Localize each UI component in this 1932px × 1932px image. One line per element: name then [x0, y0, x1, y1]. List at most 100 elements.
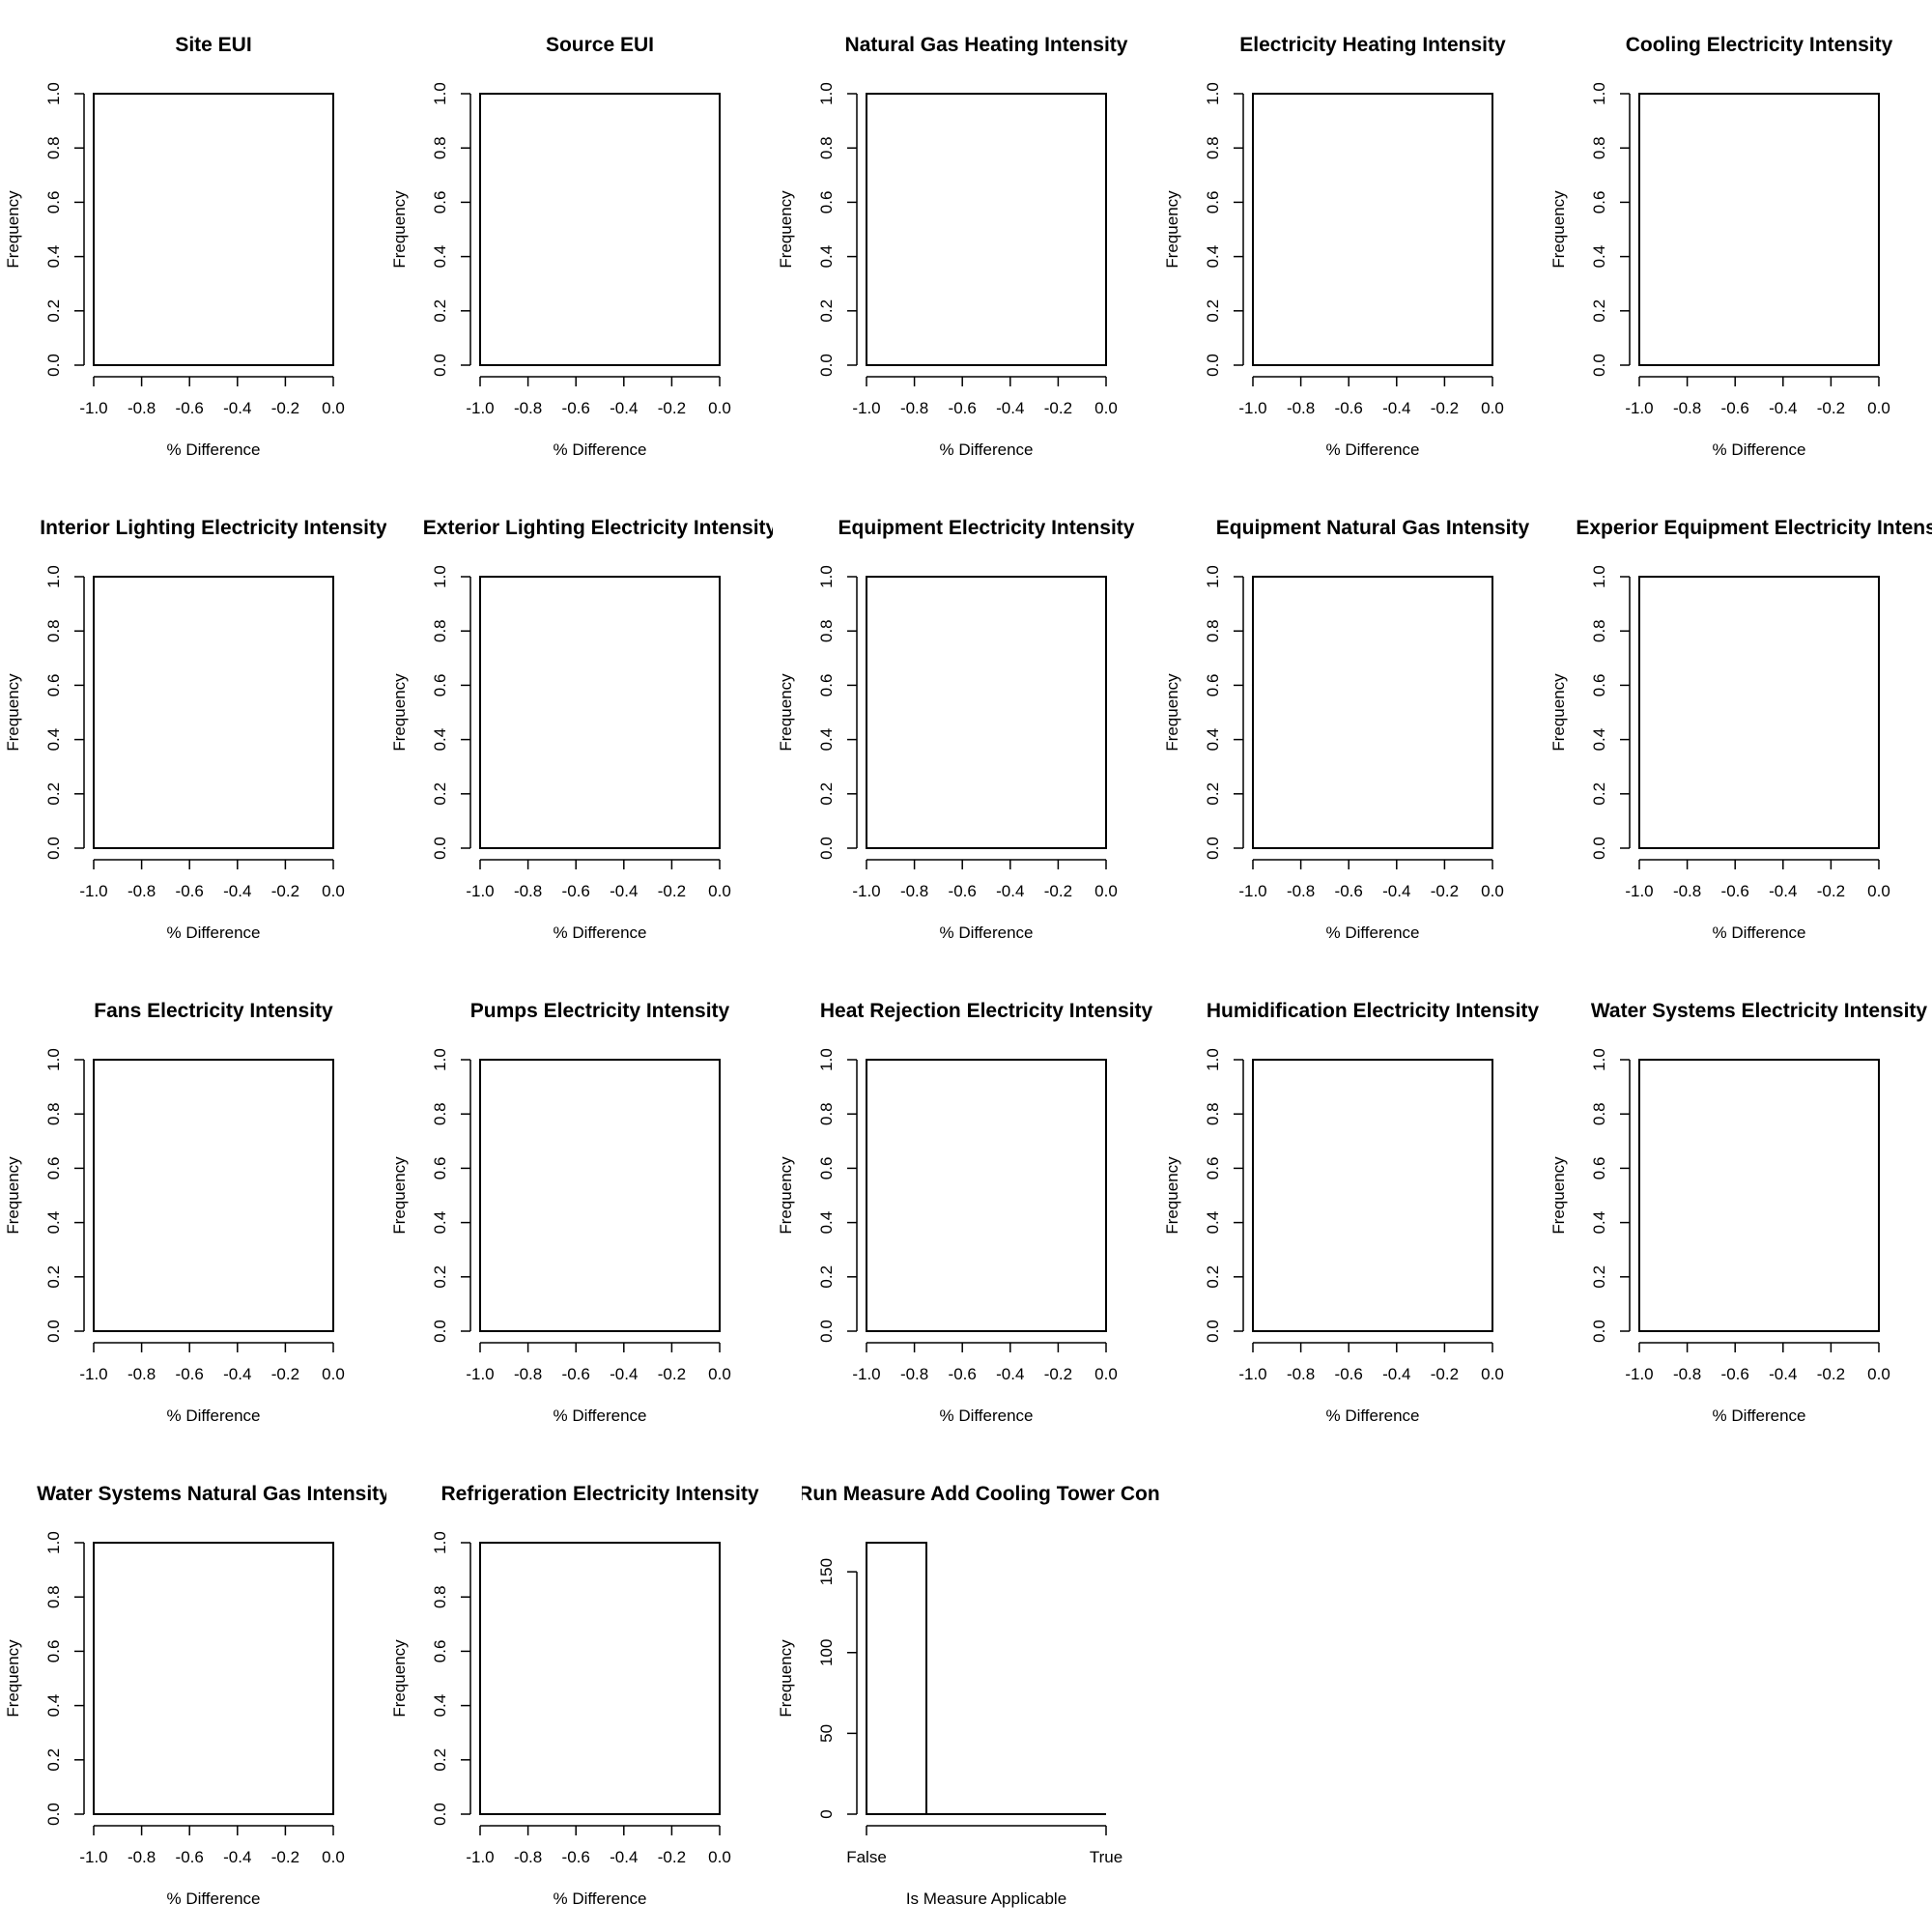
x-tick-label: -0.6 — [949, 399, 977, 417]
y-tick-label: 0.6 — [1590, 674, 1608, 697]
x-tick-label: -0.4 — [1382, 882, 1410, 900]
x-tick-label: 0.0 — [322, 1365, 345, 1383]
x-tick-label: -0.8 — [128, 882, 156, 900]
y-tick-label: 0.8 — [431, 1102, 449, 1125]
y-tick-label: 0.0 — [431, 1320, 449, 1343]
x-tick-label: -1.0 — [1238, 399, 1266, 417]
x-tick-label: -0.2 — [658, 882, 686, 900]
x-tick-label: 0.0 — [322, 882, 345, 900]
histogram-panel: Water Systems Natural Gas Intensity -1.0 -… — [4, 1483, 386, 1908]
x-tick-label: -1.0 — [1625, 399, 1653, 417]
x-tick-label: -0.2 — [271, 1365, 299, 1383]
x-tick-label: -0.4 — [223, 882, 251, 900]
y-tick-label: 1.0 — [817, 565, 836, 588]
x-tick-label: -0.6 — [562, 1365, 590, 1383]
panel-title: Cooling Electricity Intensity — [1626, 34, 1893, 56]
histogram-panel: Run Measure Add Cooling Tower Contr False… — [777, 1483, 1159, 1908]
y-tick-label: 0.4 — [1590, 245, 1608, 269]
x-tick-label: -1.0 — [466, 882, 494, 900]
plot-box — [479, 1542, 721, 1815]
x-tick-label: -1.0 — [79, 399, 107, 417]
y-tick-label: 0.6 — [1204, 674, 1222, 697]
x-axis-label: % Difference — [1712, 1406, 1805, 1425]
x-tick-label: -0.8 — [900, 399, 928, 417]
x-tick-label: -0.4 — [996, 399, 1024, 417]
x-tick-label: -0.6 — [1721, 1365, 1749, 1383]
y-axis-label: Frequency — [1163, 190, 1181, 269]
y-tick-label: 0.0 — [1590, 837, 1608, 860]
y-axis-label: Frequency — [390, 673, 409, 752]
y-tick-label: 0.2 — [431, 782, 449, 806]
x-tick-label: -0.6 — [1335, 1365, 1363, 1383]
y-tick-label: 100 — [817, 1639, 836, 1666]
plot-box — [479, 576, 721, 849]
histogram-panel: Interior Lighting Electricity Intensity -… — [4, 517, 386, 942]
x-axis-label: % Difference — [166, 1889, 260, 1908]
histogram-panel: Pumps Electricity Intensity -1.0 -0.8 -0.6 -… — [390, 1000, 731, 1425]
x-tick-label: -0.8 — [900, 1365, 928, 1383]
y-tick-label: 0.6 — [817, 674, 836, 697]
x-tick-label: -0.2 — [658, 1848, 686, 1866]
y-tick-label: 0.4 — [431, 728, 449, 752]
panel-title: Experior Equipment Electricity Intensi — [1576, 517, 1932, 539]
histogram-panel: Experior Equipment Electricity Intensi -1… — [1549, 517, 1932, 942]
y-tick-label: 0.8 — [1590, 1102, 1608, 1125]
x-tick-label: -0.6 — [949, 1365, 977, 1383]
y-tick-label: 0.0 — [1590, 354, 1608, 377]
x-tick-label: -0.8 — [128, 399, 156, 417]
y-tick-label: 0.6 — [1204, 1157, 1222, 1180]
x-tick-label: -0.4 — [223, 399, 251, 417]
x-tick-label: 0.0 — [322, 1848, 345, 1866]
x-tick-label: -0.6 — [176, 1365, 204, 1383]
x-tick-label: -0.4 — [223, 1365, 251, 1383]
y-tick-label: 0.4 — [431, 1211, 449, 1235]
y-tick-label: 1.0 — [44, 565, 63, 588]
x-axis-label: % Difference — [553, 1889, 646, 1908]
plot-box — [1252, 93, 1493, 366]
x-tick-label: 0.0 — [1481, 399, 1504, 417]
y-tick-label: 0.4 — [44, 1694, 63, 1718]
y-tick-label: 0.8 — [1204, 1102, 1222, 1125]
y-tick-label: 0.0 — [817, 837, 836, 860]
y-tick-label: 0.2 — [44, 1265, 63, 1289]
x-tick-label: -0.8 — [1287, 1365, 1315, 1383]
y-tick-label: 0.0 — [1590, 1320, 1608, 1343]
x-tick-label: -1.0 — [1238, 882, 1266, 900]
y-tick-label: 0 — [817, 1809, 836, 1818]
y-tick-label: 0.2 — [431, 1265, 449, 1289]
y-axis-label: Frequency — [4, 1156, 22, 1235]
y-tick-label: 0.4 — [1590, 1211, 1608, 1235]
plot-box — [93, 93, 334, 366]
plot-box — [1638, 93, 1880, 366]
x-tick-label: -0.4 — [610, 882, 638, 900]
panel-title: Refrigeration Electricity Intensity — [440, 1483, 758, 1505]
x-tick-label: -0.2 — [271, 1848, 299, 1866]
y-axis-label: Frequency — [1549, 190, 1568, 269]
y-axis-label: Frequency — [1163, 673, 1181, 752]
x-tick-label: -0.8 — [1673, 399, 1701, 417]
plot-box — [1252, 576, 1493, 849]
x-tick-label: 0.0 — [1867, 882, 1890, 900]
y-tick-label: 0.4 — [431, 1694, 449, 1718]
y-axis-label: Frequency — [390, 190, 409, 269]
panel-title: Source EUI — [546, 34, 654, 56]
y-tick-label: 0.6 — [817, 191, 836, 214]
y-tick-label: 0.4 — [44, 245, 63, 269]
y-tick-label: 0.0 — [817, 354, 836, 377]
y-axis-label: Frequency — [4, 190, 22, 269]
x-tick-label: 0.0 — [1094, 1365, 1118, 1383]
plot-box — [479, 1059, 721, 1332]
y-tick-label: 0.2 — [44, 299, 63, 323]
x-tick-label: -1.0 — [852, 1365, 880, 1383]
x-tick-label: -0.4 — [1769, 399, 1797, 417]
x-tick-label: -0.8 — [514, 1365, 542, 1383]
y-tick-label: 0.8 — [1590, 136, 1608, 159]
x-axis-label: % Difference — [166, 923, 260, 942]
y-axis-label: Frequency — [1163, 1156, 1181, 1235]
y-axis-label: Frequency — [777, 1639, 795, 1718]
x-tick-label: -0.2 — [271, 399, 299, 417]
x-tick-label: -1.0 — [1625, 1365, 1653, 1383]
y-tick-label: 0.2 — [44, 1748, 63, 1772]
x-tick-label: -0.6 — [949, 882, 977, 900]
y-tick-label: 1.0 — [431, 565, 449, 588]
